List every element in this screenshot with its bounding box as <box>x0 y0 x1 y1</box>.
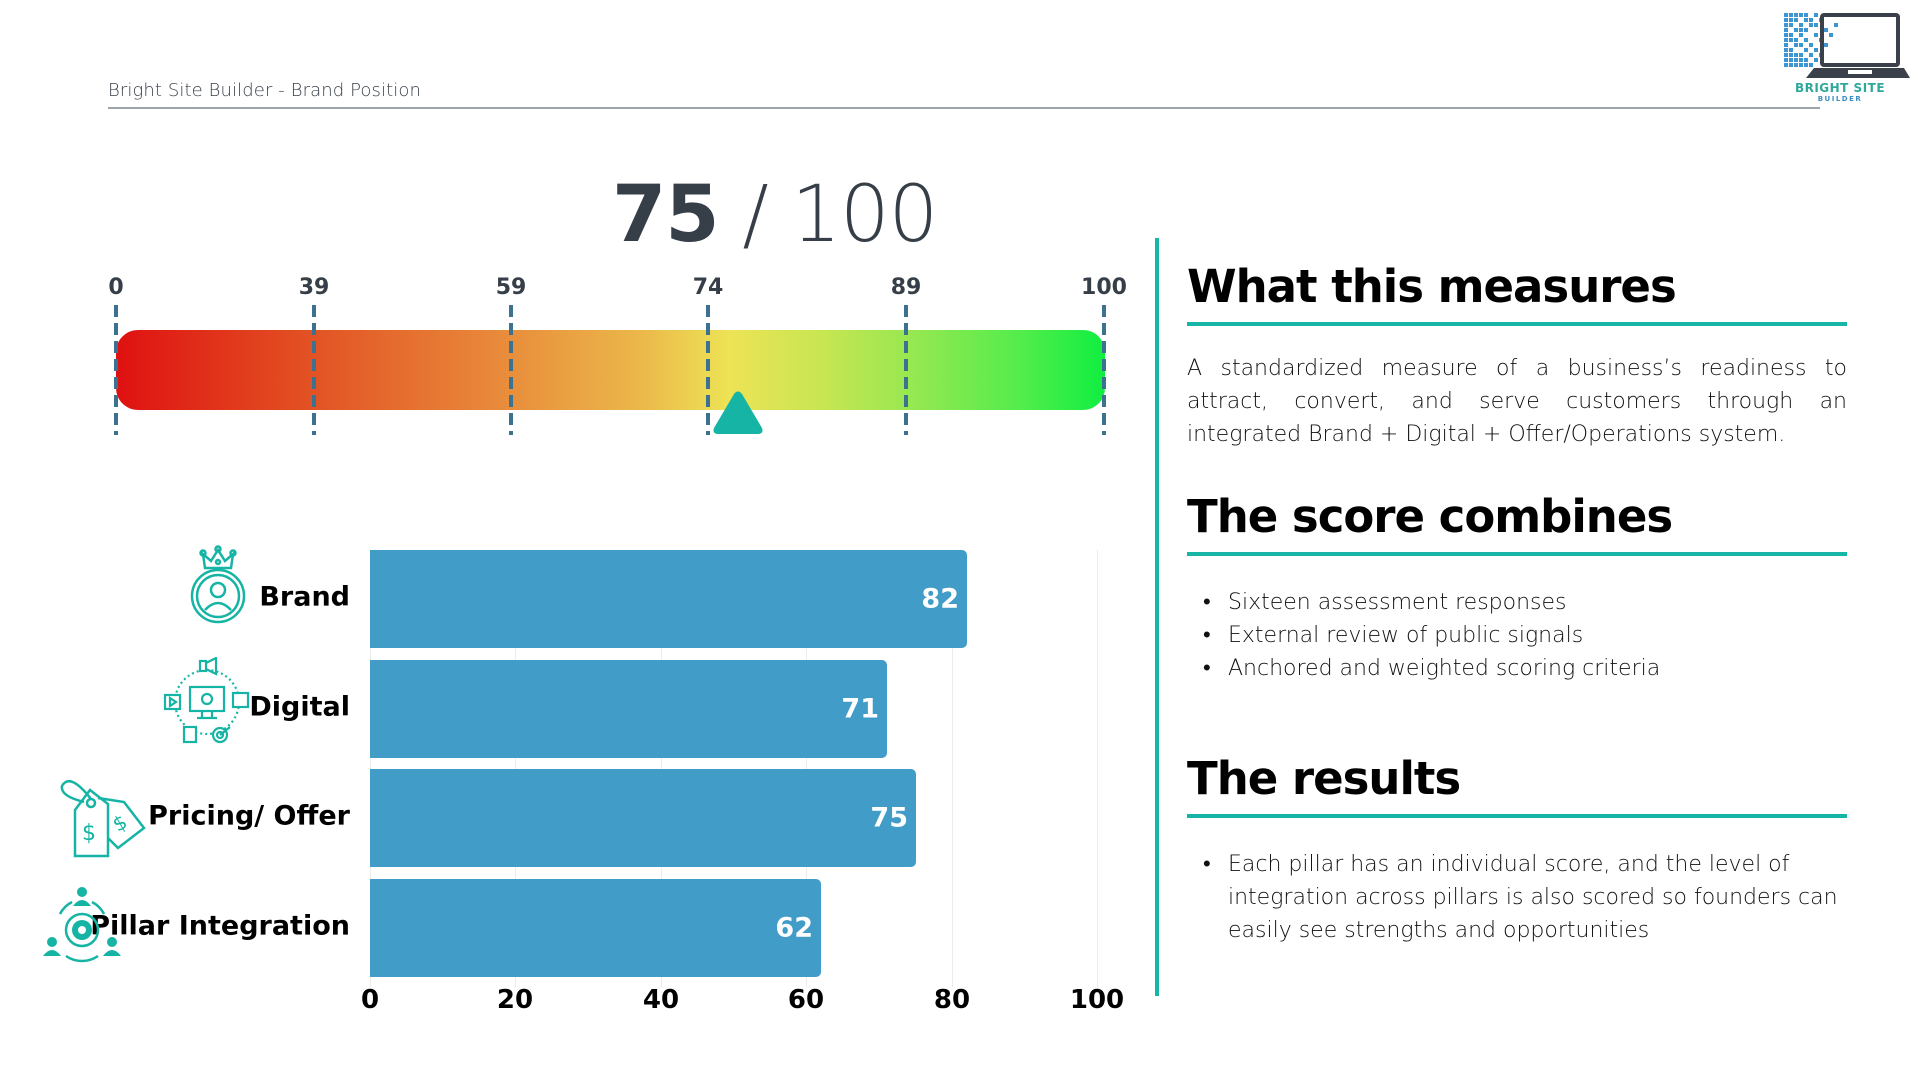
overall-score: 75 / 100 <box>612 170 938 260</box>
bar-value-brand: 82 <box>921 583 959 615</box>
score-value: 75 <box>612 170 720 260</box>
crown-user-icon <box>190 545 246 624</box>
score-separator: / <box>718 170 792 260</box>
heading-underline <box>1187 552 1847 556</box>
list-item: Each pillar has an individual score, and… <box>1187 848 1847 947</box>
digital-marketing-icon <box>163 657 250 744</box>
heading-what-this-measures: What this measures <box>1187 260 1677 313</box>
svg-text:$: $ <box>82 821 96 846</box>
x-tick-60: 60 <box>787 985 825 1015</box>
team-gear-icon <box>43 887 121 963</box>
gridline-80 <box>952 550 953 987</box>
gauge-tick-89 <box>904 305 908 435</box>
bar-value-pricing-offer: 75 <box>870 802 908 834</box>
price-tags-icon: $ $ <box>60 780 146 858</box>
logo-subtitle: BUILDER <box>1817 95 1863 103</box>
heading-score-combines: The score combines <box>1187 490 1673 543</box>
gauge-label-39: 39 <box>298 275 330 300</box>
gridline-100 <box>1097 550 1098 987</box>
section-what-this-measures: What this measures A standardized measur… <box>1187 260 1847 451</box>
gauge-marker-triangle-icon <box>713 391 763 434</box>
gauge-label-59: 59 <box>495 275 527 300</box>
category-label-pillar-integration: Pillar Integration <box>90 910 350 942</box>
x-tick-100: 100 <box>1069 985 1125 1015</box>
heading-results: The results <box>1187 752 1461 805</box>
results-list: Each pillar has an individual score, and… <box>1187 848 1847 947</box>
gridline-60 <box>806 550 807 987</box>
gridline-20 <box>515 550 516 987</box>
section-score-combines: The score combines Sixteen assessment re… <box>1187 490 1847 685</box>
gridline-40 <box>661 550 662 987</box>
gauge-label-89: 89 <box>890 275 922 300</box>
x-tick-0: 0 <box>360 985 380 1015</box>
gauge-tick-39 <box>312 305 316 435</box>
svg-text:$: $ <box>108 809 131 836</box>
section-divider <box>1155 238 1159 996</box>
gauge-gradient-bar <box>116 330 1105 410</box>
gauge-tick-100 <box>1102 305 1106 435</box>
gridline-0 <box>370 550 371 987</box>
category-label-digital: Digital <box>249 691 350 723</box>
page-header-title: Bright Site Builder - Brand Position <box>108 80 421 101</box>
bar-value-digital: 71 <box>841 693 879 725</box>
gauge-label-100: 100 <box>1081 275 1127 300</box>
category-label-brand: Brand <box>259 581 350 613</box>
x-tick-20: 20 <box>496 985 534 1015</box>
pillar-bar-chart: 82 71 75 62 0 20 40 60 80 100 Brand Digi… <box>0 540 1140 1020</box>
bar-pricing-offer: 75 <box>370 769 916 867</box>
gauge-tick-74 <box>706 305 710 435</box>
section-results: The results Each pillar has an individua… <box>1187 752 1847 947</box>
gauge-tick-0 <box>114 305 118 435</box>
list-item: External review of public signals <box>1187 619 1847 652</box>
heading-underline <box>1187 814 1847 818</box>
category-label-pricing-offer: Pricing/ Offer <box>148 800 350 832</box>
gauge-tick-59 <box>509 305 513 435</box>
x-tick-40: 40 <box>642 985 680 1015</box>
brand-logo: BRIGHT SITE BUILDER <box>1780 10 1910 106</box>
list-item: Sixteen assessment responses <box>1187 586 1847 619</box>
heading-underline <box>1187 322 1847 326</box>
bar-value-pillar-integration: 62 <box>775 912 813 944</box>
score-total: 100 <box>791 170 938 260</box>
gauge-label-0: 0 <box>108 275 124 300</box>
gauge-label-74: 74 <box>692 275 724 300</box>
measures-description: A standardized measure of a business’s r… <box>1187 356 1847 447</box>
score-combines-list: Sixteen assessment responses External re… <box>1187 586 1847 685</box>
bar-digital: 71 <box>370 660 887 758</box>
bar-brand: 82 <box>370 550 967 648</box>
pixel-laptop-icon <box>1784 13 1910 78</box>
bar-pillar-integration: 62 <box>370 879 821 977</box>
logo-wordmark: BRIGHT SITE <box>1794 81 1886 95</box>
header-divider <box>108 107 1820 109</box>
list-item: Anchored and weighted scoring criteria <box>1187 652 1847 685</box>
score-gauge: 0 39 59 74 89 100 <box>0 0 1140 460</box>
x-tick-80: 80 <box>933 985 971 1015</box>
